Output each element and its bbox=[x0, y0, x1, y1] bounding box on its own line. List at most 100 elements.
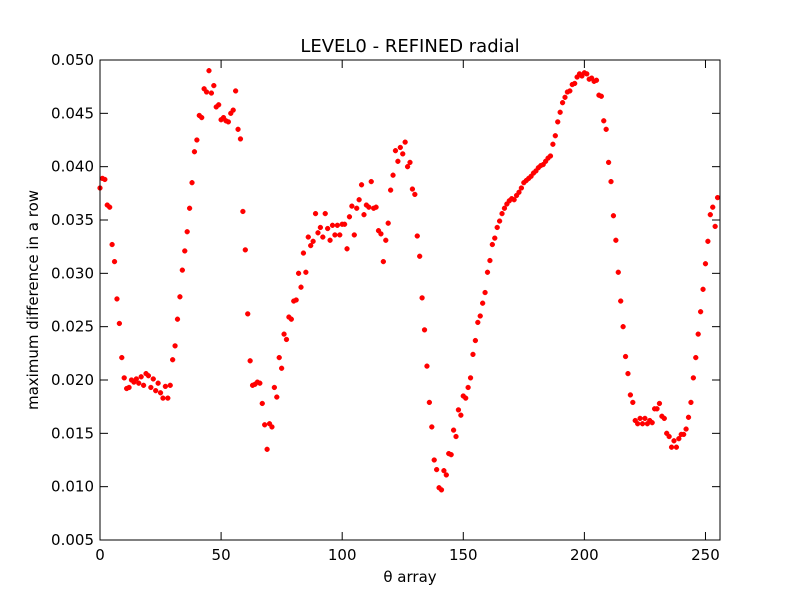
point bbox=[562, 94, 568, 100]
point bbox=[194, 137, 200, 143]
point bbox=[605, 159, 612, 166]
point bbox=[690, 375, 697, 381]
point bbox=[102, 176, 108, 183]
point bbox=[714, 194, 721, 201]
point bbox=[552, 133, 558, 139]
point bbox=[334, 222, 340, 228]
point bbox=[293, 297, 299, 303]
point bbox=[450, 427, 457, 433]
point bbox=[283, 336, 290, 343]
point bbox=[317, 224, 324, 231]
point bbox=[707, 212, 713, 218]
point bbox=[501, 205, 508, 211]
point bbox=[395, 158, 401, 164]
point bbox=[559, 100, 566, 106]
y-tick-label: 0.050 bbox=[51, 51, 94, 69]
point bbox=[555, 119, 561, 125]
point bbox=[489, 241, 495, 248]
point bbox=[620, 324, 626, 330]
point bbox=[463, 395, 469, 401]
point bbox=[412, 191, 418, 198]
point bbox=[337, 232, 343, 238]
point bbox=[472, 337, 479, 344]
point bbox=[274, 394, 280, 400]
y-tick-label: 0.025 bbox=[51, 318, 94, 336]
point bbox=[259, 400, 265, 407]
point bbox=[191, 149, 198, 155]
point bbox=[453, 433, 459, 440]
point bbox=[208, 90, 215, 96]
point bbox=[240, 208, 246, 215]
point bbox=[308, 242, 314, 249]
point bbox=[126, 384, 132, 391]
point bbox=[264, 446, 270, 452]
point bbox=[625, 370, 631, 377]
point bbox=[119, 354, 125, 361]
x-tick-label: 50 bbox=[212, 546, 231, 564]
points bbox=[97, 68, 721, 493]
point bbox=[702, 261, 709, 267]
point bbox=[661, 415, 667, 422]
point bbox=[385, 220, 391, 226]
point bbox=[184, 229, 190, 235]
plot-frame bbox=[99, 59, 721, 541]
point bbox=[693, 354, 699, 361]
point bbox=[492, 235, 498, 241]
point bbox=[438, 487, 445, 493]
point bbox=[165, 395, 171, 401]
point bbox=[630, 399, 636, 406]
point bbox=[426, 399, 433, 406]
point bbox=[271, 384, 278, 391]
point bbox=[332, 232, 338, 238]
point bbox=[455, 407, 462, 413]
point bbox=[361, 212, 367, 218]
point bbox=[136, 380, 142, 386]
point bbox=[111, 258, 118, 265]
point bbox=[300, 250, 307, 256]
point bbox=[683, 426, 689, 432]
point bbox=[245, 311, 251, 317]
y-tick-label: 0.030 bbox=[51, 264, 94, 282]
point bbox=[419, 295, 425, 301]
point bbox=[305, 234, 311, 240]
point bbox=[441, 468, 447, 474]
point bbox=[397, 144, 403, 151]
point bbox=[276, 354, 282, 361]
point bbox=[487, 257, 493, 264]
point bbox=[615, 269, 621, 275]
point bbox=[354, 205, 360, 211]
point bbox=[373, 204, 379, 210]
point bbox=[325, 225, 331, 232]
y-tick-label: 0.010 bbox=[51, 478, 94, 496]
point bbox=[322, 210, 328, 217]
point bbox=[312, 210, 319, 217]
point bbox=[189, 180, 195, 186]
y-tick-label: 0.035 bbox=[51, 211, 94, 229]
point bbox=[656, 400, 663, 407]
point bbox=[366, 204, 372, 210]
point bbox=[622, 353, 629, 360]
point bbox=[298, 284, 304, 290]
point bbox=[351, 232, 357, 238]
point bbox=[470, 351, 476, 358]
point bbox=[642, 415, 648, 422]
point bbox=[593, 77, 600, 83]
point bbox=[511, 197, 517, 203]
point bbox=[138, 374, 144, 380]
y-tick-label: 0.015 bbox=[51, 424, 94, 442]
y-tick-label: 0.045 bbox=[51, 104, 94, 122]
point bbox=[242, 247, 248, 253]
point bbox=[409, 186, 416, 192]
point bbox=[116, 320, 123, 327]
point bbox=[431, 457, 437, 463]
y-tick-label: 0.005 bbox=[51, 531, 94, 549]
point bbox=[637, 415, 643, 422]
point bbox=[429, 424, 435, 430]
point bbox=[230, 107, 236, 113]
point bbox=[262, 422, 268, 428]
point bbox=[610, 213, 617, 219]
point bbox=[516, 189, 522, 195]
point bbox=[443, 472, 449, 478]
point bbox=[613, 237, 619, 243]
point bbox=[654, 406, 660, 412]
